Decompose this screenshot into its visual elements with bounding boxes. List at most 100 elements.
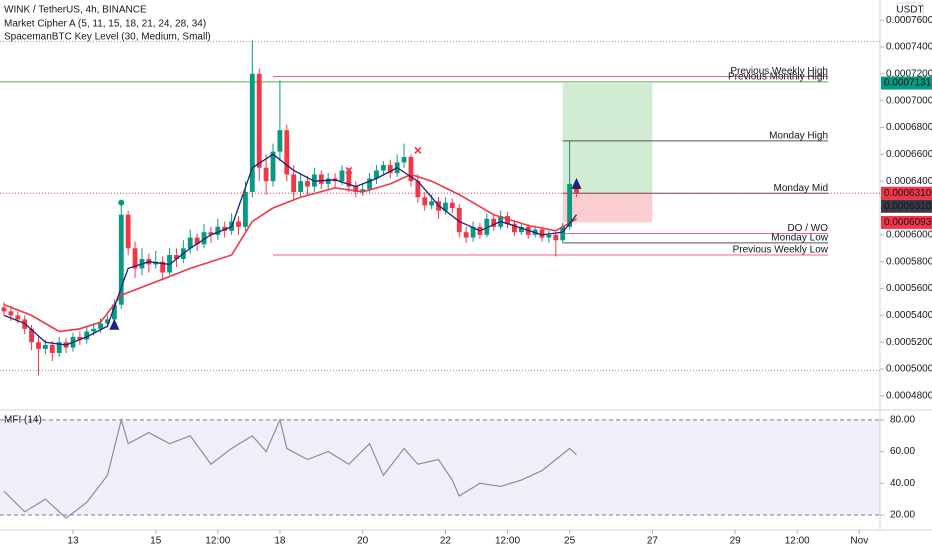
mfi-title: MFI (14): [4, 415, 42, 426]
candle-body: [84, 331, 90, 340]
candle-body: [249, 73, 255, 192]
mfi-tick-label: 20.00: [890, 510, 915, 521]
candle-body: [111, 304, 117, 320]
x-tick-label: 12:00: [495, 536, 520, 547]
moving-average: [3, 173, 577, 333]
key-level-label: Monday High: [769, 131, 828, 142]
candle-body: [194, 237, 200, 245]
candle-body: [463, 232, 469, 238]
y-tick-label: 0.0005000: [886, 364, 932, 375]
candle-body: [380, 165, 386, 171]
signal-triangle: [571, 177, 582, 189]
y-tick-label: 0.0005600: [886, 283, 932, 294]
x-tick-label: 27: [647, 536, 659, 547]
candle-body: [15, 315, 21, 320]
price-tag-label: 0.0007131: [884, 78, 932, 89]
x-tick-label: 12:00: [205, 536, 230, 547]
mfi-band: [0, 419, 880, 515]
candle-body: [298, 181, 304, 192]
y-tick-label: 0.0006400: [886, 176, 932, 187]
candle-body: [118, 214, 124, 305]
key-level-label: Previous Weekly Low: [733, 245, 829, 256]
y-tick-label: 0.0004800: [886, 391, 932, 402]
mfi-tick-label: 60.00: [890, 446, 915, 457]
currency-box[interactable]: [896, 2, 924, 18]
candle-body: [49, 344, 55, 353]
candle-body: [512, 224, 517, 233]
candle-body: [36, 342, 41, 349]
candle-body: [305, 181, 310, 187]
price-tag-label: 0.0006310: [884, 188, 932, 199]
candle-body: [339, 170, 345, 182]
price-tag-label: 0.0006093: [884, 217, 932, 228]
chart-title: WINK / TetherUS, 4h, BINANCE: [4, 5, 147, 16]
candle-body: [353, 186, 359, 192]
x-tick-label: 15: [150, 536, 162, 547]
candle-body: [284, 130, 290, 175]
candle-body: [1, 307, 7, 312]
y-tick-label: 0.0005800: [886, 256, 932, 267]
candle-body: [491, 218, 497, 227]
x-tick-label: 12:00: [785, 536, 810, 547]
candle-body: [546, 234, 552, 238]
candle-body: [8, 311, 14, 316]
y-tick-label: 0.0006000: [886, 230, 932, 241]
indicator-label: SpacemanBTC Key Level (30, Medium, Small…: [4, 32, 211, 43]
candle-body: [270, 151, 276, 182]
y-tick-label: 0.0007000: [886, 95, 932, 106]
candle-body: [318, 174, 324, 184]
x-tick-label: 25: [564, 536, 576, 547]
candle-body: [105, 319, 110, 324]
candle-body: [449, 202, 455, 209]
signal-dot: [118, 199, 125, 206]
candle-body: [518, 226, 524, 233]
x-tick-label: 18: [274, 536, 286, 547]
candle-body: [567, 183, 573, 227]
candle-body: [367, 178, 372, 190]
candle-body: [187, 237, 193, 249]
candle-body: [29, 328, 35, 343]
candle-body: [56, 342, 62, 353]
candle-body: [387, 165, 393, 174]
y-tick-label: 0.0005200: [886, 337, 932, 348]
price-tag: [881, 76, 932, 90]
price-tag: [881, 215, 932, 229]
target-zone: [562, 83, 653, 194]
price-tag: [881, 199, 932, 213]
currency-label: USDT: [896, 5, 923, 16]
y-tick-label: 0.0007600: [886, 15, 932, 26]
x-tick-label: 29: [730, 536, 742, 547]
candle-body: [256, 73, 262, 168]
key-level-label: Previous Monthly High: [728, 72, 828, 83]
candle-body: [443, 202, 448, 211]
y-tick-label: 0.0007400: [886, 42, 932, 53]
candle-body: [553, 234, 559, 241]
mfi-tick-label: 40.00: [890, 478, 915, 489]
mfi-tick-label: 80.00: [890, 415, 915, 426]
y-tick-label: 0.0006600: [886, 149, 932, 160]
key-level-label: Monday Low: [771, 233, 828, 244]
candle-body: [77, 336, 83, 340]
candle-body: [263, 167, 269, 182]
candle-body: [422, 197, 428, 206]
candle-body: [560, 226, 566, 241]
x-tick-label: 22: [440, 536, 452, 547]
candle-body: [132, 248, 138, 269]
signal-cross: [345, 166, 353, 175]
candle-body: [325, 178, 331, 184]
key-level-label: DO / WO: [787, 223, 828, 234]
candle-body: [360, 189, 366, 192]
candle-body: [91, 328, 97, 332]
candle-body: [408, 157, 414, 182]
candle-body: [374, 170, 379, 179]
candle-body: [125, 214, 131, 249]
candle-body: [208, 232, 214, 235]
candle-body: [201, 232, 207, 245]
moving-average: [3, 153, 578, 346]
candle-body: [160, 261, 166, 273]
candle-body: [456, 208, 462, 233]
x-tick-label: Nov: [850, 536, 868, 547]
signal-cross: [414, 146, 422, 154]
candle-body: [429, 201, 435, 206]
